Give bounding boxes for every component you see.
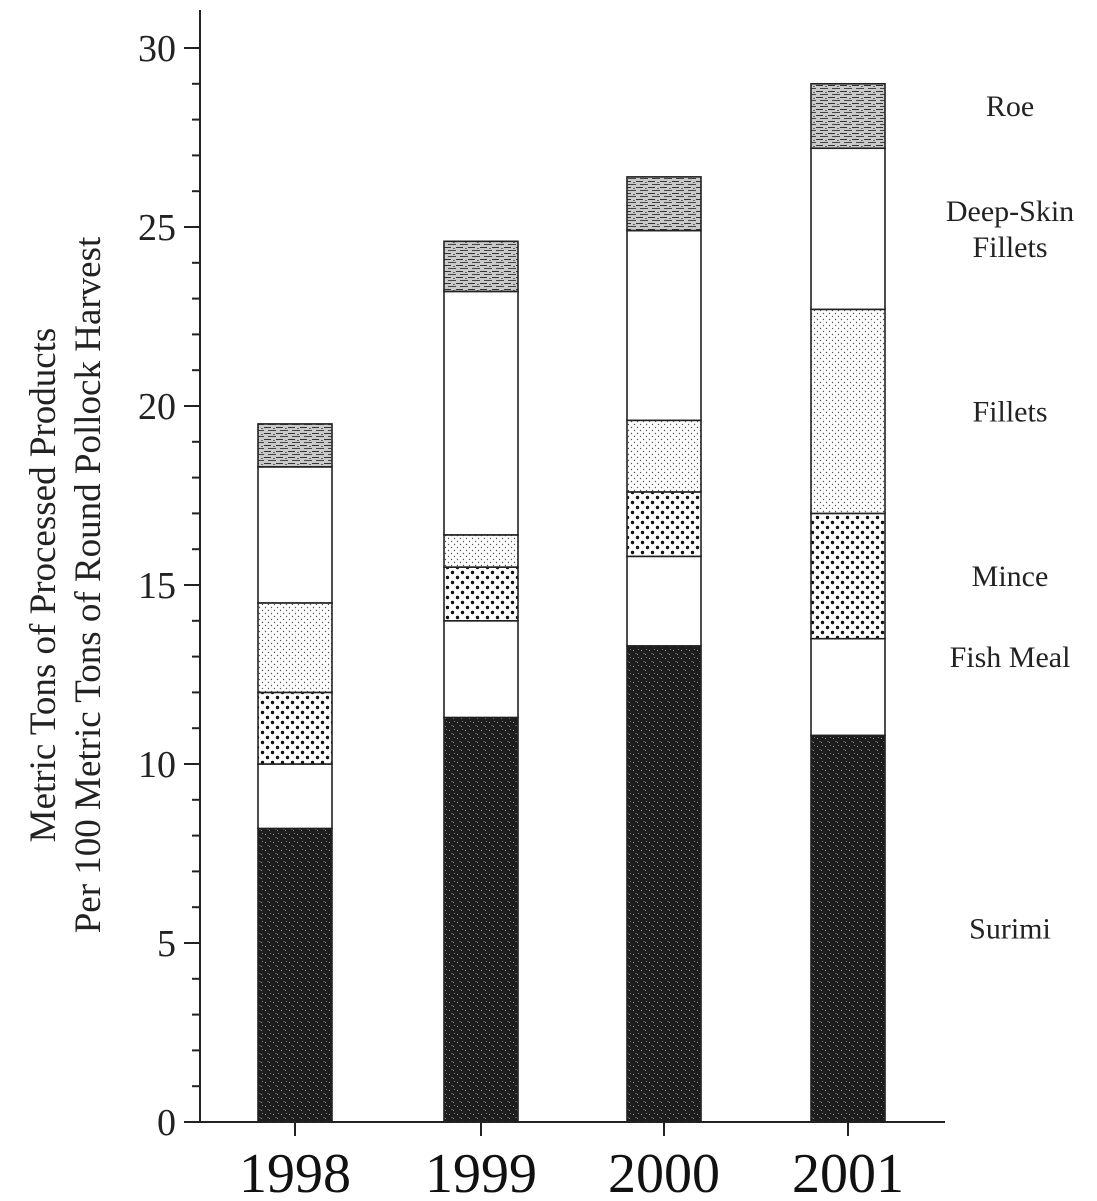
bar-segment-2001-mince bbox=[810, 512, 886, 640]
legend-label-fillets: Fillets bbox=[972, 395, 1047, 428]
bar-segment-2000-roe bbox=[626, 176, 702, 232]
bar-segment-1999-fillets bbox=[443, 534, 519, 568]
bar-segment-1999-deep-skin-fillets bbox=[443, 290, 519, 536]
y-tick-label-5: 5 bbox=[157, 923, 176, 965]
x-tick-label-2000: 2000 bbox=[608, 1143, 720, 1201]
bar-segment-2001-fillets bbox=[810, 308, 886, 515]
bar-segment-2000-deep-skin-fillets bbox=[626, 229, 702, 422]
legend-label-deep-skin-fillets: Deep-Skin Fillets bbox=[946, 195, 1074, 264]
bar-segment-2000-surimi bbox=[626, 645, 702, 1123]
bar-segment-1998-roe bbox=[257, 423, 333, 468]
bar-1998 bbox=[257, 423, 333, 1123]
x-axis: 1998 1999 2000 2001 bbox=[200, 1121, 945, 1201]
y-tick-label-15: 15 bbox=[138, 565, 176, 607]
y-tick-label-0: 0 bbox=[157, 1102, 176, 1144]
bar-segment-2001-fish-meal bbox=[810, 637, 886, 737]
bar-segment-2001-surimi bbox=[810, 734, 886, 1123]
y-axis-title-line-1: Metric Tons of Processed Products bbox=[23, 328, 64, 843]
bar-2000 bbox=[626, 176, 702, 1123]
y-axis-title-line-2: Per 100 Metric Tons of Round Pollock Har… bbox=[68, 236, 109, 933]
bar-segment-2001-deep-skin-fillets bbox=[810, 147, 886, 311]
legend-label-fish-meal: Fish Meal bbox=[950, 641, 1071, 674]
bar-1999 bbox=[443, 240, 519, 1123]
bar-segment-2000-fillets bbox=[626, 419, 702, 493]
bar-segment-1998-surimi bbox=[257, 827, 333, 1123]
bars bbox=[257, 83, 886, 1123]
bar-segment-2000-mince bbox=[626, 491, 702, 558]
bar-segment-1998-fish-meal bbox=[257, 763, 333, 830]
bar-segment-2001-roe bbox=[810, 83, 886, 150]
bar-segment-1999-surimi bbox=[443, 716, 519, 1123]
bar-2001 bbox=[810, 83, 886, 1123]
y-tick-label-25: 25 bbox=[138, 207, 176, 249]
bar-segment-1999-mince bbox=[443, 566, 519, 622]
y-tick-label-20: 20 bbox=[138, 386, 176, 428]
legend-label-mince: Mince bbox=[972, 560, 1049, 593]
x-tick-label-2001: 2001 bbox=[792, 1143, 904, 1201]
legend-label-surimi: Surimi bbox=[969, 913, 1051, 946]
bar-segment-1999-roe bbox=[443, 240, 519, 293]
y-axis: 0 5 10 15 20 25 30 bbox=[138, 10, 201, 1144]
bar-segment-1998-deep-skin-fillets bbox=[257, 466, 333, 604]
x-tick-label-1998: 1998 bbox=[239, 1143, 351, 1201]
legend: Surimi Fish Meal Mince Fillets Deep-Skin Fill… bbox=[946, 90, 1074, 946]
bar-segment-1998-fillets bbox=[257, 602, 333, 694]
legend-label-roe: Roe bbox=[986, 90, 1034, 123]
bar-segment-1999-fish-meal bbox=[443, 619, 519, 719]
y-tick-label-30: 30 bbox=[138, 28, 176, 70]
bar-segment-1998-mince bbox=[257, 691, 333, 765]
bar-segment-2000-fish-meal bbox=[626, 555, 702, 647]
x-tick-label-1999: 1999 bbox=[425, 1143, 537, 1201]
y-axis-title: Metric Tons of Processed Products Per 100… bbox=[23, 236, 109, 933]
y-tick-label-10: 10 bbox=[138, 744, 176, 786]
